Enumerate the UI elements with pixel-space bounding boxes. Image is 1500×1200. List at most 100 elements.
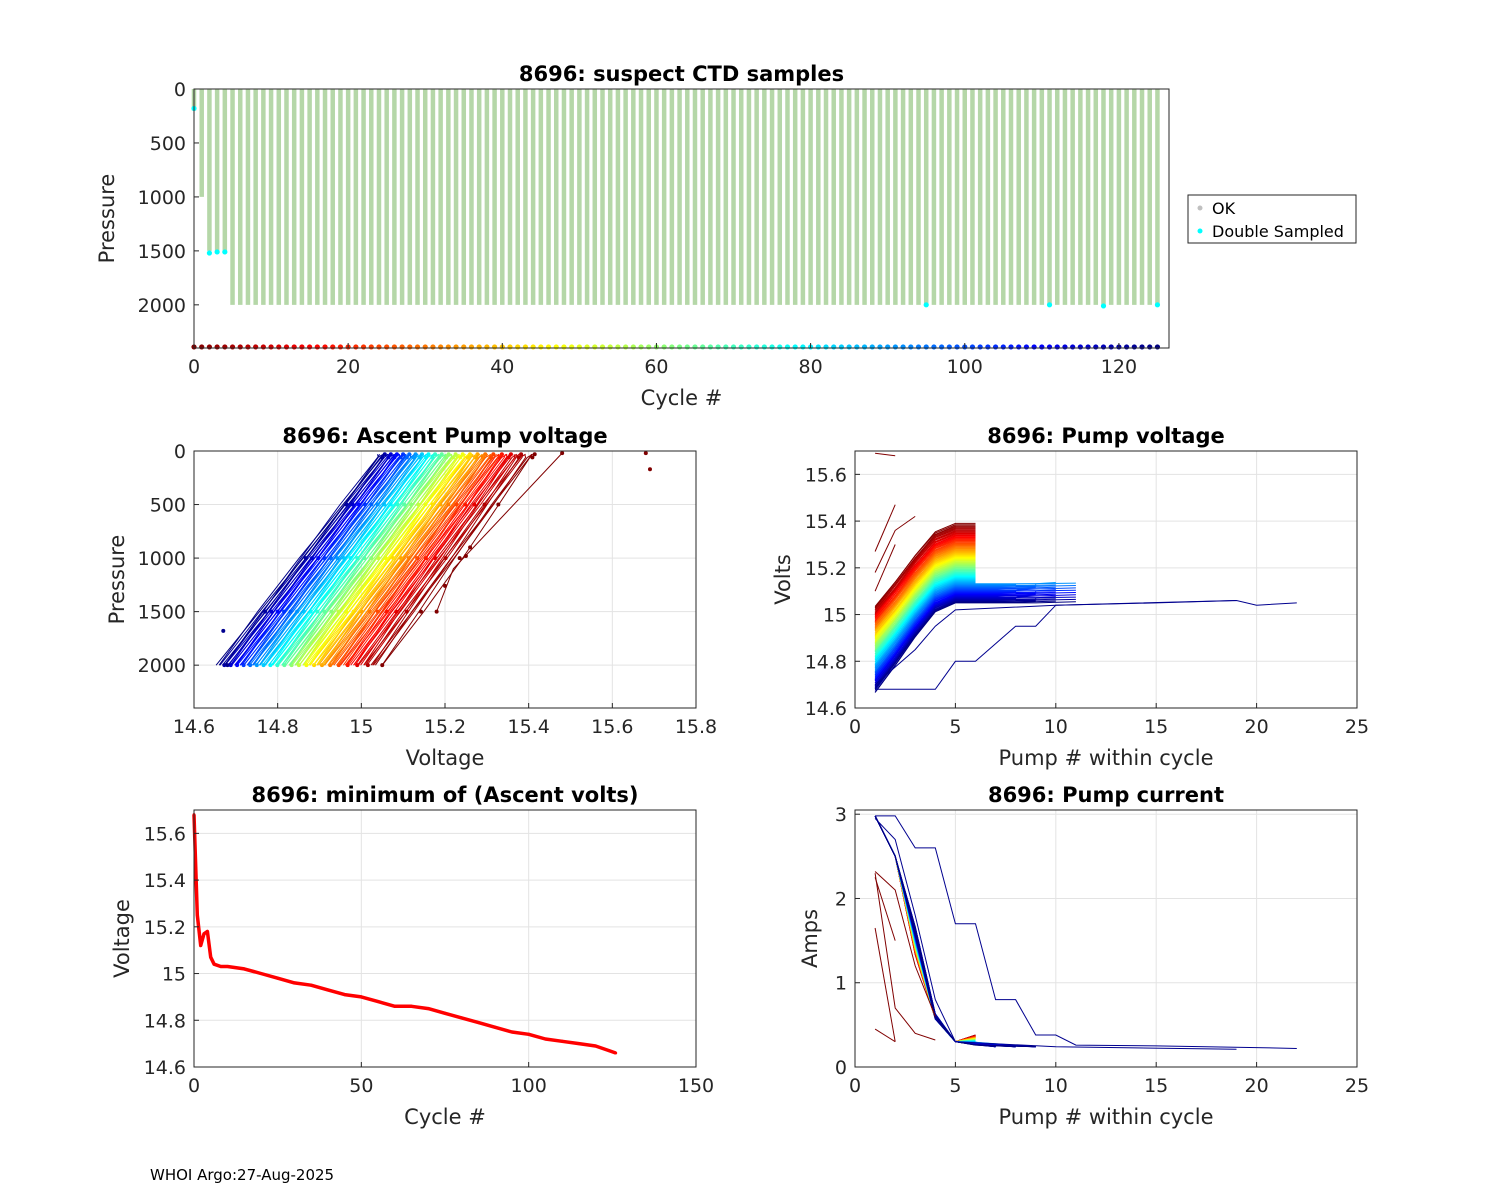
ascent-point [304,663,309,668]
cycle-marker [360,344,367,350]
plot-layer [191,89,1161,350]
cycle-marker [461,344,467,350]
plot-layer [874,452,1297,693]
ascent-profile-line [296,454,458,666]
cycle-marker [337,344,344,350]
cycle-marker [754,344,760,350]
pump-voltage-early-line [875,452,896,457]
cycle-marker [676,344,683,350]
cycle-marker [414,344,421,350]
cycle-marker [954,344,960,350]
min-voltage-point [493,1025,497,1029]
cycle-marker [939,344,945,350]
y-tick-label: 0 [835,1057,847,1079]
pump-current-long-line [874,818,1237,1050]
x-tick-label: 25 [1345,1075,1369,1097]
min-voltage-point [212,962,216,966]
cycle-marker [1039,344,1045,350]
pump-current-long-line [875,815,1297,1049]
pump-voltage-line [874,524,976,607]
x-tick-label: 20 [1245,716,1269,738]
cycle-marker [692,344,698,350]
y-tick-label: 15.2 [144,917,186,939]
pump-voltage-line [874,530,976,614]
ascent-profile-line [309,454,471,666]
cycle-marker [861,344,868,350]
ascent-point [496,502,501,507]
pump-voltage-line [874,553,976,634]
ascent-point [516,455,521,460]
y-tick-label: 500 [150,495,186,517]
min-voltage-point [309,983,313,987]
pump-voltage-line [874,579,976,663]
cycle-marker [831,344,837,350]
pump-voltage-line [874,560,976,642]
cycle-marker [915,344,922,350]
pump-voltage-line [874,577,976,661]
pump-voltage-line [874,585,1076,671]
ascent-point [248,663,253,668]
pump-voltage-early-line [874,504,896,552]
x-tick-label: 10 [1044,716,1068,738]
cycle-marker [900,344,906,350]
min-voltage-point [343,993,347,997]
y-tick-label: 15.4 [805,511,847,533]
cycle-marker [1154,344,1161,350]
min-voltage-point [326,988,330,992]
pump-voltage-line [874,591,1056,678]
ascent-point [413,452,418,457]
cycle-marker [684,344,690,350]
y-tick-label: 15.6 [805,464,847,486]
cycle-marker [1124,344,1130,350]
cycle-marker [299,344,305,350]
pump-voltage-line [874,594,1076,682]
pump-voltage-line [874,600,1056,690]
axes-box [854,809,1358,1068]
cycle-marker [800,344,806,350]
cycle-marker [245,344,251,350]
y-tick-label: 15.6 [144,823,186,845]
y-tick-label: 500 [150,133,186,155]
chart-title: 8696: Ascent Pump voltage [282,424,607,448]
cycle-marker [661,344,667,350]
cycle-marker [1046,344,1053,350]
cycle-marker [214,344,220,350]
pump-voltage-long-line [875,599,1297,690]
cycle-marker [530,344,536,350]
ascent-profile-line [372,453,526,666]
axes-frame: 14.6 14.8 15 15.2 15.4 15.6 15.8 0 500 1000 1500 20… [105,424,717,770]
ascent-profile-line [224,453,384,666]
pump-voltage-line [874,582,976,667]
cycle-marker [1077,344,1083,350]
cycle-marker [468,344,475,350]
pump-voltage-line [874,555,976,636]
cycle-marker [815,344,821,350]
cycle-marker [491,344,498,350]
x-tick-label: 0 [188,356,200,378]
ascent-profile-line [215,454,379,666]
x-axis-label: Voltage [406,746,485,770]
ascent-profile-line [330,453,491,666]
plot-area [855,810,1357,1067]
axes-box [193,88,1170,349]
y-tick-label: 14.6 [805,698,847,720]
min-voltage-point [219,965,223,969]
cycle-marker [969,344,976,350]
cycle-marker [545,344,552,350]
ascent-outlier [225,663,230,668]
min-voltage-point [225,965,229,969]
x-axis-label: Cycle # [404,1105,486,1129]
double-sampled-point [1046,302,1053,308]
cycle-marker [206,344,213,350]
x-tick-label: 0 [849,716,861,738]
cycle-marker [1054,344,1060,350]
ascent-profile-line [365,454,524,666]
ascent-profile-line [276,453,434,666]
cycle-marker [438,344,444,350]
x-tick-label: 100 [947,356,983,378]
cycle-marker [838,344,845,350]
x-tick-label: 80 [799,356,823,378]
cycle-marker [923,344,929,350]
double-sampled-point [222,249,228,255]
cycle-marker [761,344,767,350]
